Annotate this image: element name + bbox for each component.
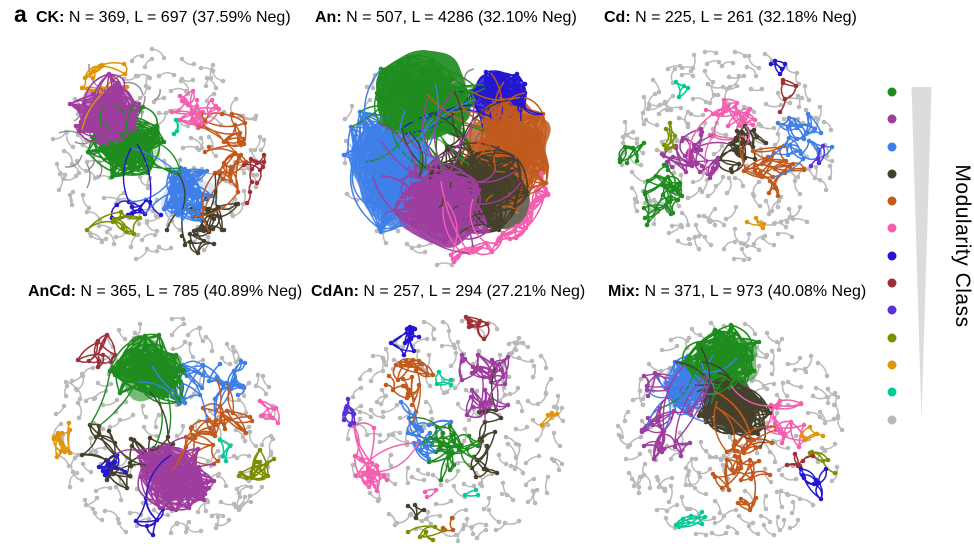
- svg-text:CdAn: N = 257, L = 294 (27.21%: CdAn: N = 257, L = 294 (27.21% Neg): [311, 283, 585, 300]
- svg-text:AnCd: N = 365, L = 785 (40.89%: AnCd: N = 365, L = 785 (40.89% Neg): [28, 283, 302, 300]
- svg-text:Modularity Class: Modularity Class: [951, 164, 974, 327]
- svg-text:Cd: N = 225, L = 261 (32.18% N: Cd: N = 225, L = 261 (32.18% Neg): [604, 9, 857, 26]
- svg-text:Mix: N = 371, L = 973 (40.08%: Mix: N = 371, L = 973 (40.08% Neg): [608, 283, 866, 300]
- svg-text:a: a: [14, 1, 27, 27]
- svg-text:CK: N = 369, L = 697 (37.59% N: CK: N = 369, L = 697 (37.59% Neg): [36, 9, 291, 26]
- svg-text:An: N = 507, L = 4286 (32.10%: An: N = 507, L = 4286 (32.10% Neg): [315, 9, 577, 26]
